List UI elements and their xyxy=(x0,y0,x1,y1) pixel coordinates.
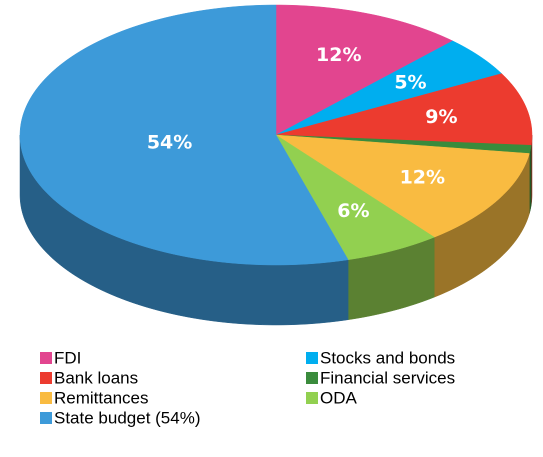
slice xyxy=(275,40,503,136)
legend-swatch xyxy=(306,372,318,384)
legend-swatch xyxy=(306,352,318,364)
legend-swatch xyxy=(40,392,52,404)
data-label: 54% xyxy=(147,131,192,153)
slice xyxy=(275,4,454,136)
slice xyxy=(275,134,435,261)
legend-label: Remittances xyxy=(54,388,148,407)
data-label: 9% xyxy=(425,106,457,128)
slice xyxy=(275,134,530,238)
slice-side xyxy=(529,145,532,214)
legend-label: Bank loans xyxy=(54,368,138,387)
legend-swatch xyxy=(40,412,52,424)
data-label: 12% xyxy=(316,44,361,66)
legend-label: Financial services xyxy=(320,368,455,387)
legend-label: Stocks and bonds xyxy=(320,348,455,367)
data-label: 5% xyxy=(394,72,426,94)
legend-label: FDI xyxy=(54,348,81,367)
data-label: 12% xyxy=(400,166,445,188)
data-label: 6% xyxy=(337,200,369,222)
slice xyxy=(19,4,349,266)
legend-swatch xyxy=(306,392,318,404)
legend-label: ODA xyxy=(320,388,358,407)
legend-swatch xyxy=(40,352,52,364)
legend-label: State budget (54%) xyxy=(54,408,200,427)
legend-swatch xyxy=(40,372,52,384)
slice xyxy=(275,73,533,146)
